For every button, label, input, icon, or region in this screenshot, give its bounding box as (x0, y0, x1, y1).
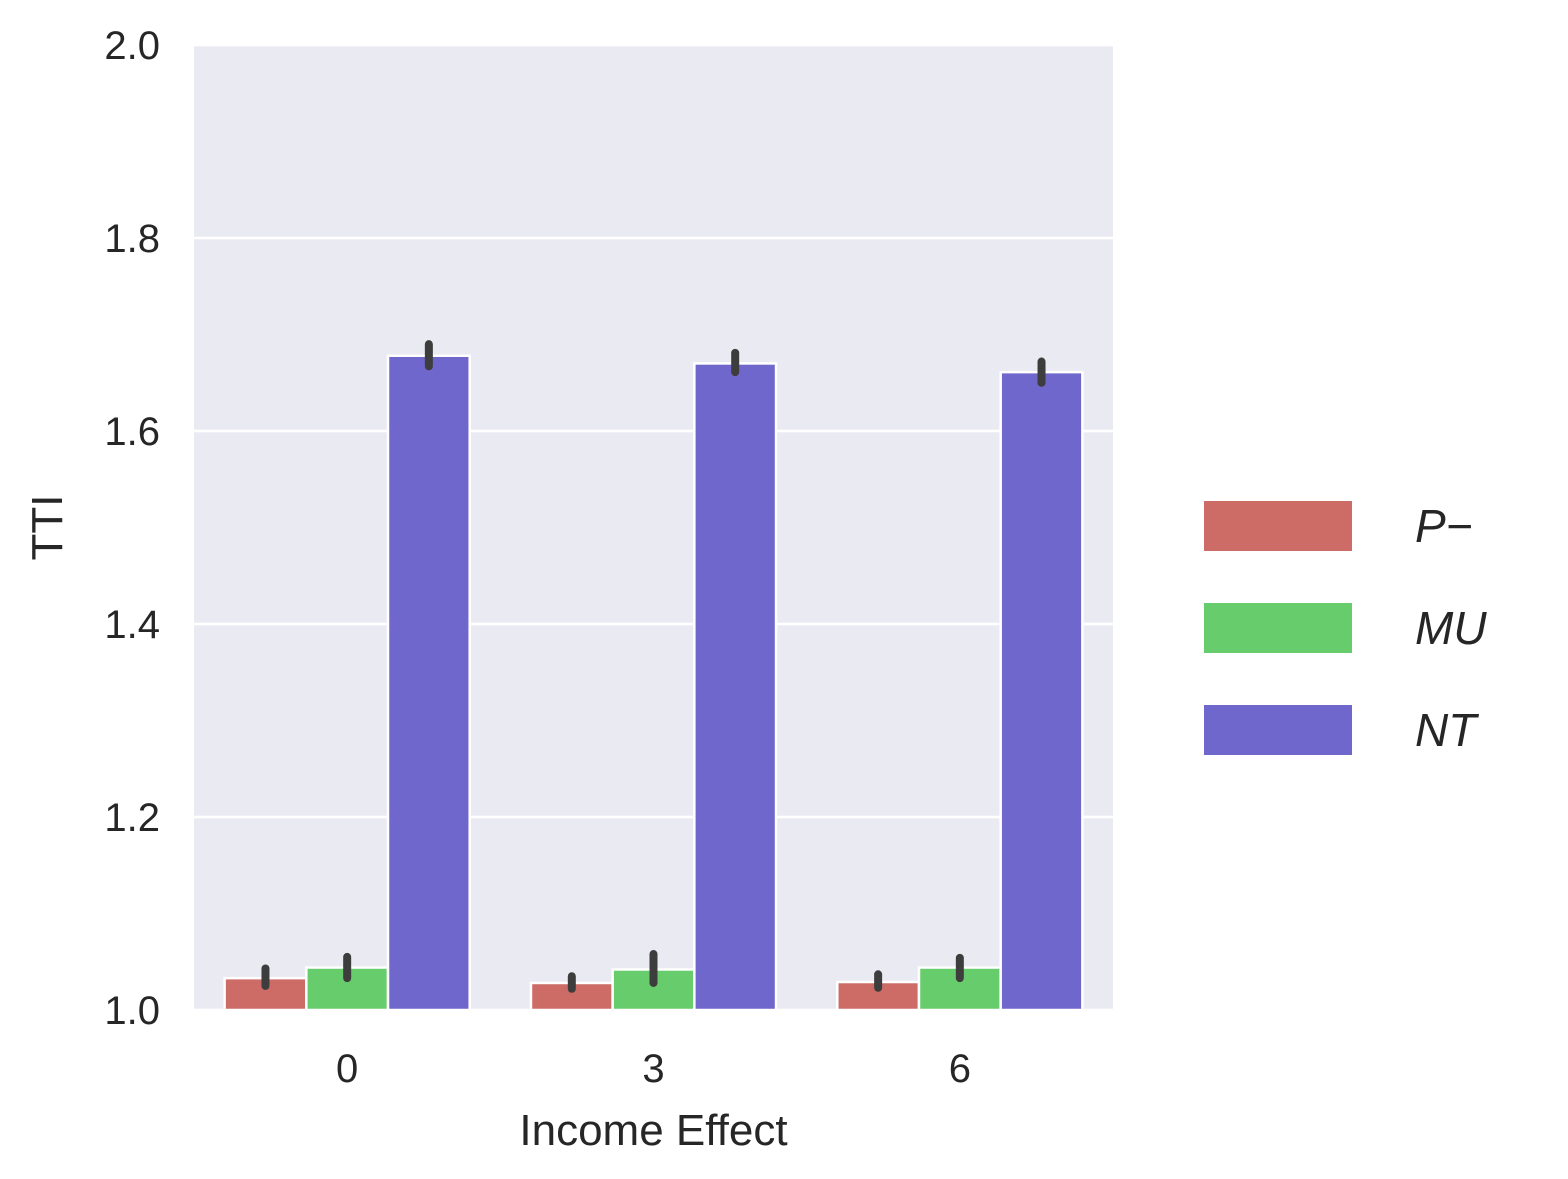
x-tick-label: 3 (642, 1047, 664, 1091)
legend-swatch (1202, 601, 1354, 655)
bar (999, 370, 1084, 1012)
y-tick-label: 1.4 (104, 603, 160, 647)
y-axis-label: TTI (23, 495, 72, 561)
legend-label: MU (1415, 602, 1487, 654)
x-tick-label: 0 (336, 1047, 358, 1091)
y-axis-ticks: 1.0 1.2 1.4 1.6 1.8 2.0 (104, 24, 160, 1033)
x-tick-label: 6 (949, 1047, 971, 1091)
bar (386, 354, 471, 1012)
y-tick-label: 1.0 (104, 989, 160, 1033)
legend-label: NT (1415, 704, 1479, 756)
y-tick-label: 2.0 (104, 24, 160, 68)
x-axis-ticks: 0 3 6 (336, 1047, 971, 1091)
plot-area (194, 45, 1113, 1010)
y-tick-label: 1.2 (104, 796, 160, 840)
legend-label: P− (1415, 500, 1473, 552)
bars (223, 354, 1084, 1012)
legend-swatch (1202, 703, 1354, 757)
legend-swatch (1202, 499, 1354, 553)
bar (693, 362, 778, 1012)
error-bars (261, 340, 1046, 993)
legend: P− MU NT (1202, 499, 1487, 757)
y-tick-label: 1.8 (104, 217, 160, 261)
y-tick-label: 1.6 (104, 410, 160, 454)
x-axis-label: Income Effect (519, 1106, 787, 1155)
